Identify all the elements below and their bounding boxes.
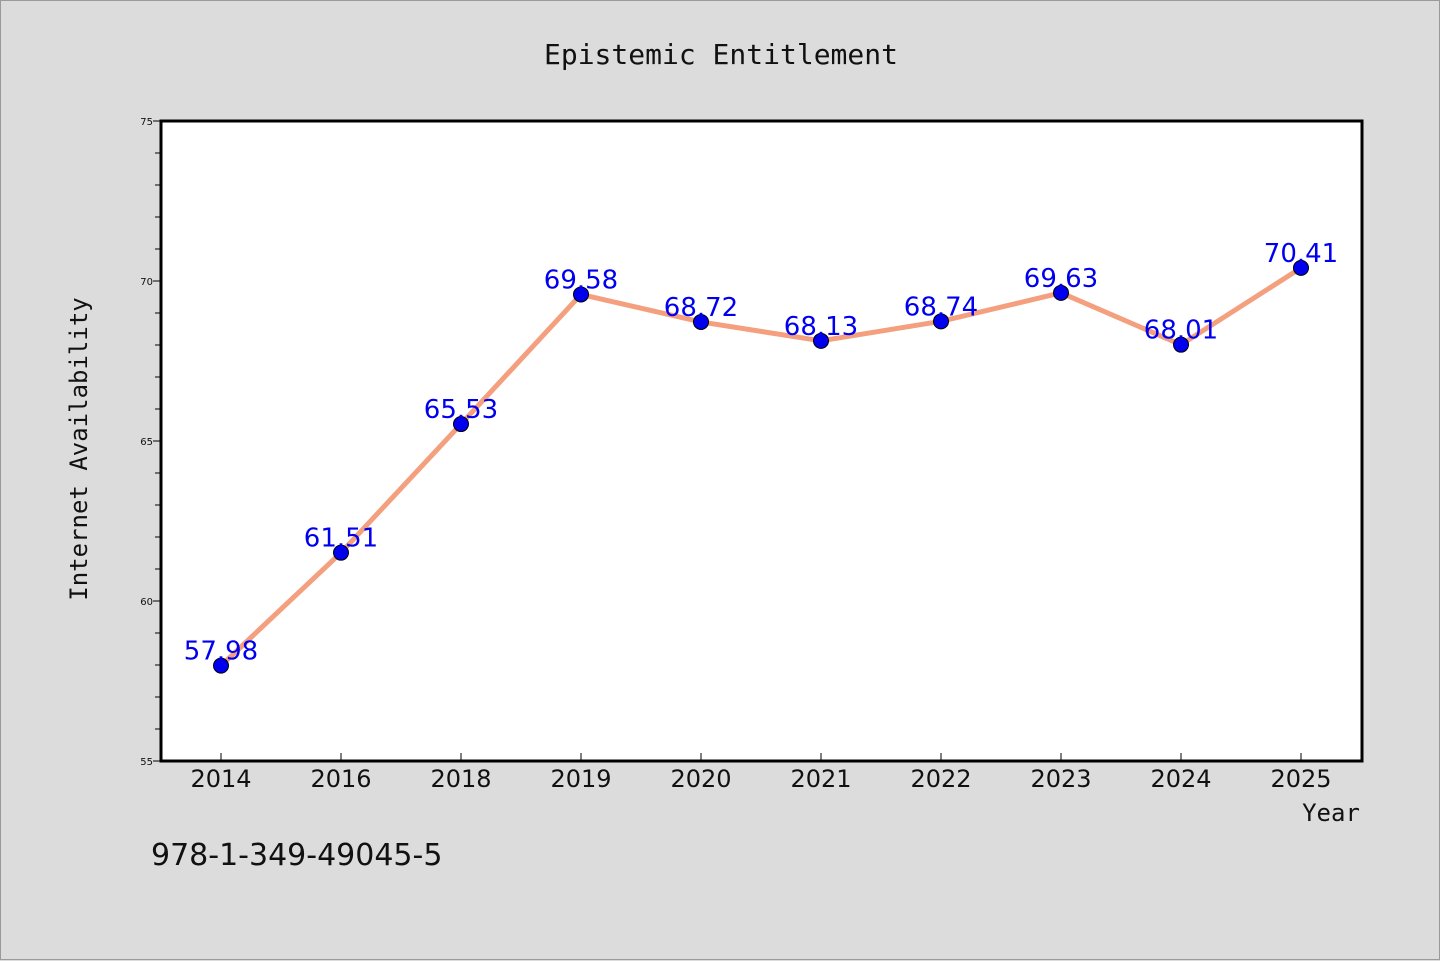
data-label: 68.72: [664, 293, 738, 323]
x-tick-label: 2023: [1030, 765, 1091, 793]
data-point: [933, 313, 949, 330]
data-point: [1053, 284, 1069, 301]
x-tick-label: 2016: [310, 765, 371, 793]
series-layer: 57.98 61.51 65.53 69.58 68.72 68.13 68.74 69.63…: [184, 239, 1338, 674]
y-tick-label: 65: [140, 437, 153, 448]
data-label: 57.98: [184, 637, 258, 667]
data-label: 68.13: [784, 312, 858, 342]
y-tick-label: 75: [140, 117, 153, 128]
y-tick-label: 55: [140, 757, 153, 768]
y-axis-label: Internet Availability: [65, 297, 93, 600]
x-axis-label: Year: [1302, 799, 1360, 827]
x-tick-label: 2021: [790, 765, 851, 793]
x-axis: 2014 2016 2018 2019 2020 2021 2022 2023 2024 2025: [190, 753, 1332, 793]
x-tick-label: 2022: [910, 765, 971, 793]
data-point: [693, 313, 709, 330]
data-label: 69.58: [544, 265, 618, 295]
chart-title: Epistemic Entitlement: [544, 38, 898, 71]
data-point: [1173, 336, 1189, 353]
data-point: [813, 332, 829, 349]
data-label: 65.53: [424, 395, 498, 425]
x-tick-label: 2025: [1270, 765, 1331, 793]
data-label: 61.51: [304, 524, 378, 554]
data-label: 68.74: [904, 292, 978, 322]
data-point: [333, 544, 349, 561]
y-tick-label: 70: [140, 277, 153, 288]
series-line: [218, 265, 1304, 669]
data-point: [213, 657, 229, 674]
data-label: 69.63: [1024, 264, 1098, 294]
data-point: [453, 416, 469, 433]
y-axis: 55 60 65 70 75: [140, 117, 161, 768]
x-tick-label: 2018: [430, 765, 491, 793]
data-label: 70.41: [1264, 239, 1338, 269]
plot-area: [159, 119, 1364, 763]
isbn-code: 978-1-349-49045-5: [151, 838, 442, 873]
x-tick-label: 2024: [1150, 765, 1211, 793]
x-tick-label: 2019: [550, 765, 611, 793]
x-tick-label: 2014: [190, 765, 251, 793]
data-point: [1293, 259, 1309, 276]
x-tick-label: 2020: [670, 765, 731, 793]
data-label: 68.01: [1144, 316, 1218, 346]
y-tick-label: 60: [140, 597, 153, 608]
data-point: [573, 286, 589, 303]
